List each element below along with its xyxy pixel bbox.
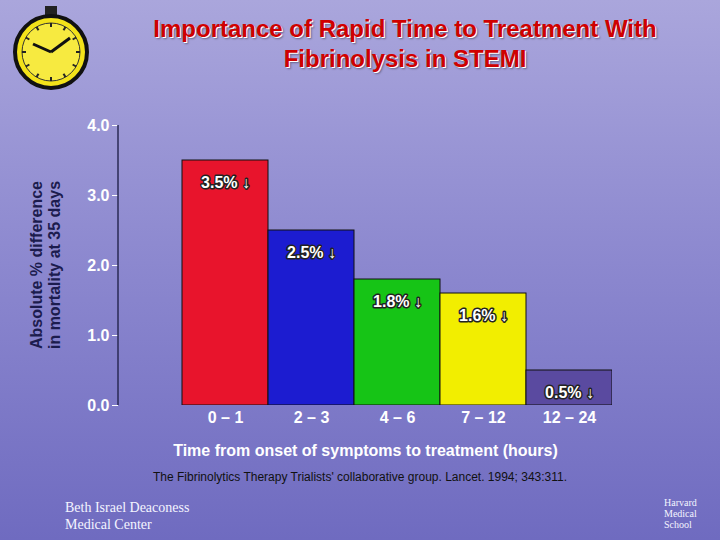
svg-text:7 – 12: 7 – 12: [461, 409, 506, 426]
svg-text:Absolute % differencein mortal: Absolute % differencein mortality at 35 …: [28, 181, 63, 349]
svg-text:1.8% ↓: 1.8% ↓: [373, 293, 422, 310]
svg-text:Time from onset of symptoms to: Time from onset of symptoms to treatment…: [173, 442, 558, 459]
html-text:Importance of Rapid Time to Tr: Importance of Rapid Time to Treatment Wi…: [153, 15, 657, 72]
svg-text:4 – 6: 4 – 6: [380, 409, 416, 426]
html-text:Beth Israel Deaconess Medical: Beth Israel Deaconess Medical Center: [65, 500, 190, 532]
svg-text:4.0: 4.0: [87, 117, 109, 134]
svg-text:2.0: 2.0: [87, 257, 109, 274]
html-text:Harvard Medical School: Harvard Medical School: [664, 497, 697, 530]
svg-text:1.0: 1.0: [87, 327, 109, 344]
svg-text:0 – 1: 0 – 1: [208, 409, 244, 426]
svg-text:3.5% ↓: 3.5% ↓: [201, 174, 250, 191]
svg-text:12 – 24: 12 – 24: [543, 409, 596, 426]
html-text:The Fibrinolytics Therapy Tria: The Fibrinolytics Therapy Trialists' col…: [153, 470, 567, 484]
svg-text:2.5% ↓: 2.5% ↓: [287, 244, 336, 261]
svg-text:0.0: 0.0: [87, 397, 109, 414]
svg-text:2 – 3: 2 – 3: [294, 409, 330, 426]
svg-text:0.5% ↓: 0.5% ↓: [545, 384, 594, 401]
svg-text:1.6% ↓: 1.6% ↓: [459, 307, 508, 324]
svg-text:3.0: 3.0: [87, 187, 109, 204]
